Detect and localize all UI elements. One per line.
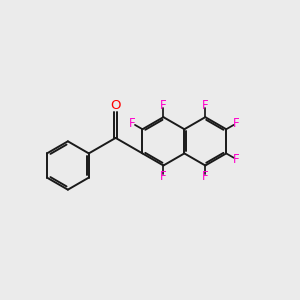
Text: F: F [202, 99, 208, 112]
Text: F: F [233, 153, 239, 166]
Text: O: O [110, 100, 121, 112]
Text: F: F [202, 170, 208, 184]
Text: F: F [129, 117, 136, 130]
Text: F: F [233, 117, 239, 130]
Text: F: F [160, 170, 167, 184]
Text: F: F [160, 99, 167, 112]
